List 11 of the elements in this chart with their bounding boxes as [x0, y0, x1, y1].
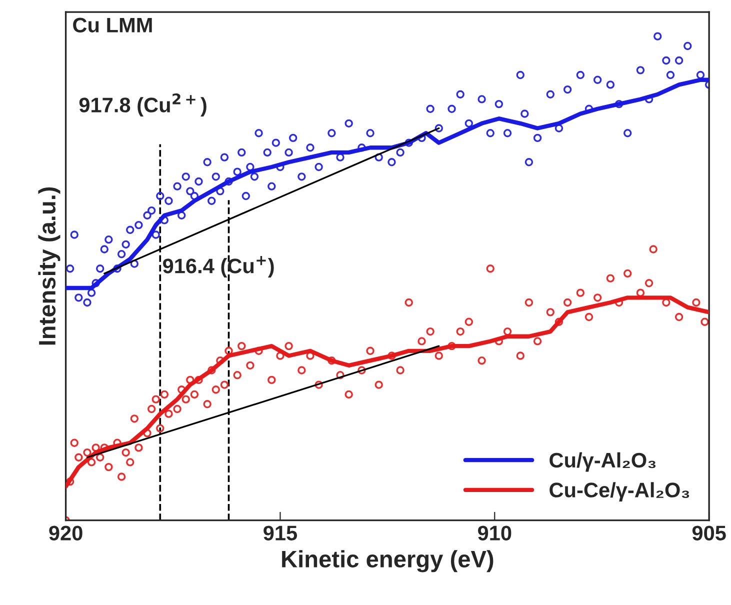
x-tick-label: 910	[478, 526, 512, 540]
annotation: 916.4 (Cu$^{+}$)	[163, 256, 274, 278]
x-tick-label: 915	[264, 526, 298, 540]
legend-label: Cu-Ce/γ-Al₂O₃	[550, 482, 690, 502]
x-axis-title: Kinetic energy (eV)	[282, 550, 494, 572]
x-tick-label: 905	[692, 526, 726, 540]
legend-label: Cu/γ-Al₂O₃	[550, 452, 656, 472]
text: Cu LMM	[73, 18, 152, 32]
annotation: 917.8 (Cu$^{2+}$)	[79, 93, 206, 117]
y-axis-title: Intensity (a.u.)	[38, 187, 60, 345]
x-tick-label: 920	[49, 526, 82, 540]
